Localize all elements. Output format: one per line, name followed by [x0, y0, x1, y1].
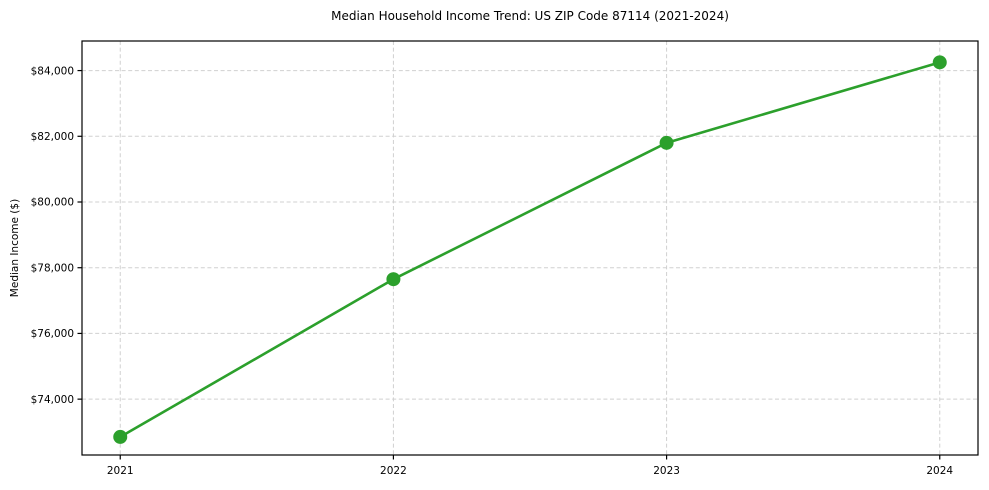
x-tick-label: 2022 [380, 465, 407, 477]
y-tick-label: $78,000 [31, 262, 74, 274]
y-tick-label: $76,000 [31, 328, 74, 340]
data-point-marker [113, 429, 128, 444]
x-tick-label: 2024 [926, 465, 953, 477]
trend-line [118, 61, 942, 439]
chart-title: Median Household Income Trend: US ZIP Co… [331, 9, 729, 23]
plot-spines [81, 40, 979, 456]
data-point-marker [659, 135, 674, 150]
y-tick-label: $74,000 [31, 394, 74, 406]
x-tick-label: 2021 [107, 465, 134, 477]
data-point-marker [386, 272, 401, 287]
data-point-marker [932, 55, 947, 70]
y-tick-label: $84,000 [31, 65, 74, 77]
y-tick-label: $82,000 [31, 131, 74, 143]
y-tick-label: $80,000 [31, 197, 74, 209]
x-tick-label: 2023 [653, 465, 680, 477]
